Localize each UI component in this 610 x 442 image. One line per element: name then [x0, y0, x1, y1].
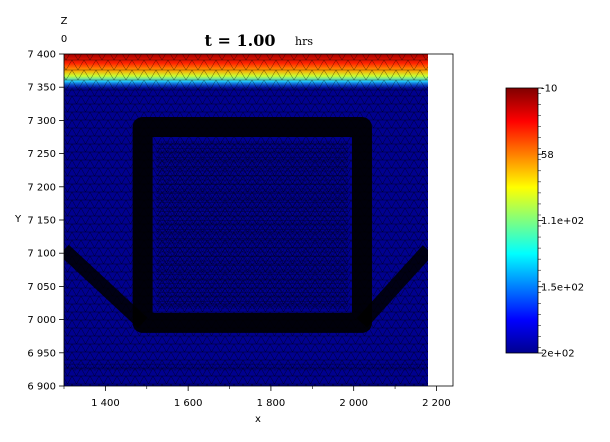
x-tick-label: 1 400 [91, 398, 120, 409]
y-axis-label: Y [14, 214, 22, 225]
y-tick-label: 7 250 [27, 149, 56, 160]
colorbar-tick-label: 1.5e+02 [541, 282, 584, 293]
y-tick-label: 7 350 [27, 83, 56, 94]
colorbar-gradient [505, 87, 539, 354]
x-tick-label: 1 800 [257, 398, 286, 409]
y-tick-label: 7 400 [27, 50, 56, 61]
y-tick-label: 7 200 [27, 182, 56, 193]
x-tick-label: 2 200 [422, 398, 451, 409]
z-axis-value: 0 [61, 34, 67, 45]
y-tick-label: 7 000 [27, 315, 56, 326]
z-axis-label: Z [61, 16, 68, 27]
bottom-mesh-band [64, 362, 428, 371]
x-tick-label: 1 600 [174, 398, 203, 409]
colorbar-tick-label: 2e+02 [541, 349, 575, 360]
inner-fine-mesh [156, 141, 348, 309]
y-tick-label: 6 950 [27, 348, 56, 359]
chart-title: t = 1.00 [205, 31, 276, 50]
colorbar-tick-label: -10 [541, 84, 557, 95]
y-axis: 6 900 6 950 7 000 7 050 7 100 7 150 7 200 7 250… [27, 50, 64, 393]
y-tick-label: 7 050 [27, 282, 56, 293]
y-tick-label: 7 100 [27, 249, 56, 260]
y-tick-label: 6 900 [27, 382, 56, 393]
colorbar-tick-label: 1.1e+02 [541, 216, 584, 227]
right-diagonal-mesh [356, 245, 428, 328]
x-tick-label: 2 000 [339, 398, 368, 409]
left-diagonal-mesh [64, 244, 148, 329]
plot-area [64, 54, 428, 386]
x-axis: 1 400 1 600 1 800 2 000 2 200 [63, 386, 451, 409]
hot-band-mesh [64, 54, 428, 91]
dense-mesh-outline [132, 117, 372, 333]
chart-title-unit: hrs [295, 35, 313, 48]
colorbar: -10 58 1.1e+02 1.5e+02 2e+02 [505, 84, 584, 360]
x-axis-label: x [255, 414, 261, 425]
y-tick-label: 7 300 [27, 116, 56, 127]
y-tick-label: 7 150 [27, 216, 56, 227]
colorbar-tick-label: 58 [541, 150, 554, 161]
